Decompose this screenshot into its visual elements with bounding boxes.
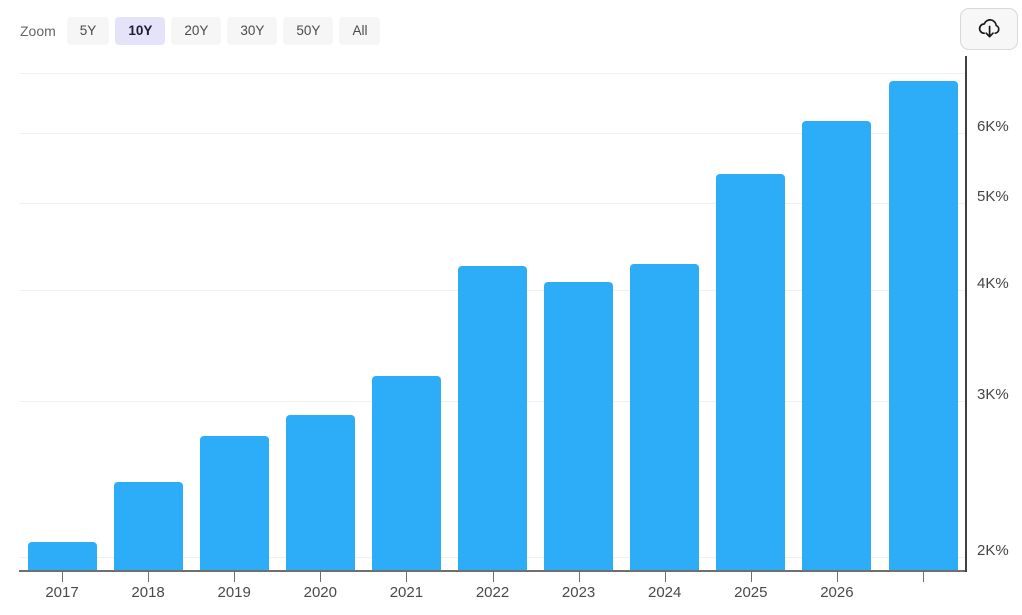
range-button-5y[interactable]: 5Y [66, 17, 110, 45]
y-axis-label: 5K% [977, 188, 1009, 206]
range-button-10y[interactable]: 10Y [115, 17, 166, 45]
bar-2023[interactable] [544, 281, 614, 571]
x-axis-tick [320, 572, 322, 582]
range-selector-toolbar: Zoom 5Y 10Y 20Y 30Y 50Y All [20, 17, 381, 45]
x-axis-tick [62, 572, 63, 582]
bar-2027[interactable] [888, 81, 958, 571]
x-axis-tick [664, 572, 666, 582]
bar-2022[interactable] [458, 266, 527, 571]
gridline [19, 203, 966, 205]
x-axis-label: 2023 [561, 584, 596, 601]
bar-2019[interactable] [199, 435, 269, 571]
x-axis-tick [406, 572, 408, 582]
x-axis-tick [492, 572, 494, 582]
y-axis-line [965, 56, 967, 572]
y-axis-label: 4K% [977, 274, 1009, 292]
x-axis-label: 2025 [734, 584, 768, 601]
x-axis-label: 2024 [648, 584, 682, 601]
bar-2026[interactable] [802, 120, 872, 571]
x-axis-tick [836, 572, 838, 582]
range-button-50y[interactable]: 50Y [283, 17, 334, 45]
x-axis-label: 2021 [389, 584, 424, 601]
cloud-download-icon [978, 19, 1000, 38]
x-axis-tick [750, 572, 752, 582]
x-axis-tick [148, 572, 150, 582]
bar-2018[interactable] [113, 482, 183, 571]
x-axis-line [19, 570, 967, 572]
y-axis-label: 6K% [977, 117, 1009, 135]
x-axis-label: 2017 [45, 584, 79, 601]
x-axis-tick [578, 572, 580, 582]
x-axis-label: 2020 [303, 584, 337, 601]
bar-2021[interactable] [371, 375, 441, 571]
x-axis-tick [234, 572, 236, 582]
x-axis-label: 2019 [217, 584, 251, 601]
bar-2024[interactable] [630, 264, 700, 571]
x-axis-label: 2026 [820, 584, 854, 601]
gridline [19, 132, 966, 134]
x-axis-tick [923, 572, 924, 582]
y-axis-label: 2K% [977, 542, 1009, 560]
range-button-20y[interactable]: 20Y [171, 17, 222, 45]
x-axis-label: 2022 [475, 584, 510, 601]
download-button[interactable] [960, 8, 1018, 50]
range-button-30y[interactable]: 30Y [227, 17, 278, 45]
y-axis-label: 3K% [977, 385, 1009, 403]
range-button-all[interactable]: All [339, 17, 381, 45]
zoom-label: Zoom [20, 23, 56, 39]
bar-2025[interactable] [716, 173, 786, 571]
gridline [19, 73, 966, 75]
x-axis-label: 2018 [131, 584, 165, 601]
bar-2017[interactable] [27, 542, 97, 571]
bar-2020[interactable] [285, 415, 355, 571]
range-buttons-group: 5Y 10Y 20Y 30Y 50Y All [66, 17, 381, 45]
